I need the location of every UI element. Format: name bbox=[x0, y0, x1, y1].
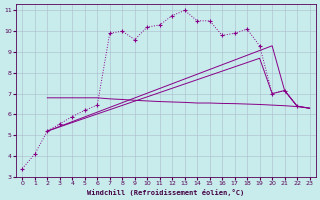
X-axis label: Windchill (Refroidissement éolien,°C): Windchill (Refroidissement éolien,°C) bbox=[87, 189, 244, 196]
